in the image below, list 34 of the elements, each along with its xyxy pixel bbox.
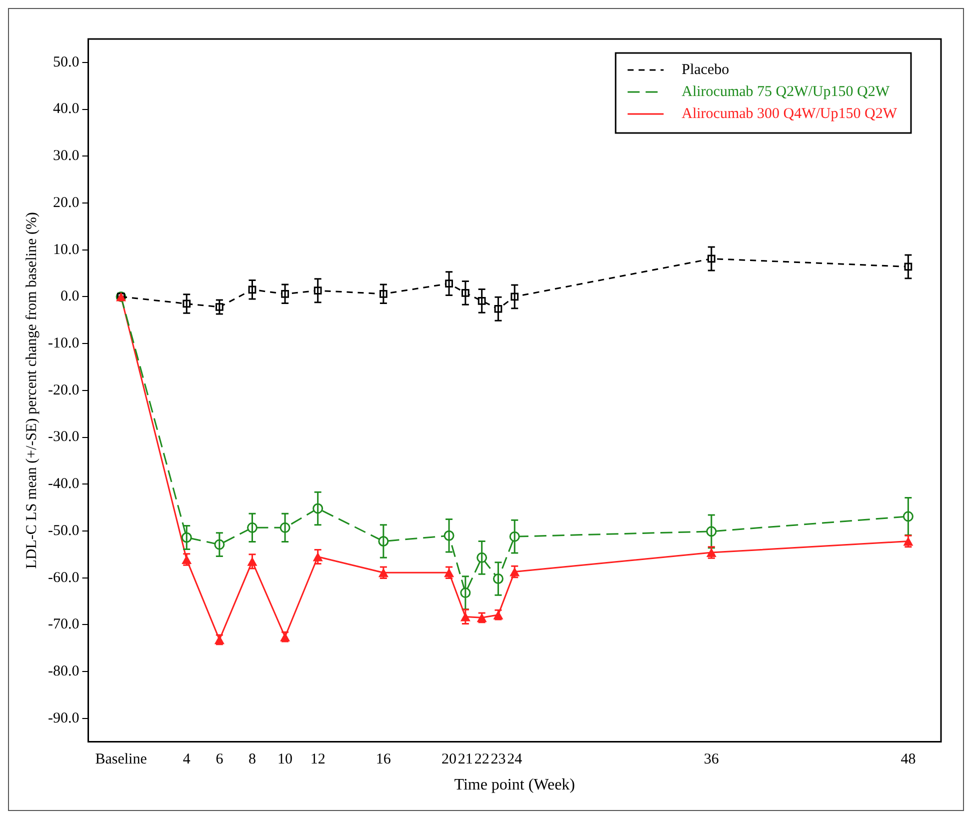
x-tick-label: 23 bbox=[490, 752, 506, 768]
y-tick-label: 40.0 bbox=[52, 101, 80, 118]
legend-label: Placebo bbox=[682, 62, 730, 78]
x-tick-label: 22 bbox=[474, 752, 490, 768]
y-tick-label: -60.0 bbox=[48, 570, 80, 586]
y-tick-label: 0.0 bbox=[60, 288, 80, 305]
x-tick-label: 24 bbox=[507, 752, 523, 768]
y-axis-title: LDL-C LS mean (+/-SE) percent change from baseline (%) bbox=[24, 212, 40, 569]
x-tick-label: 10 bbox=[278, 752, 293, 768]
y-tick-label: 20.0 bbox=[52, 194, 80, 211]
x-tick-label: 20 bbox=[442, 752, 457, 768]
x-tick-label: 16 bbox=[376, 752, 392, 768]
x-axis-title: Time point (Week) bbox=[454, 776, 576, 794]
y-tick-label: -30.0 bbox=[48, 429, 80, 446]
y-tick-label: 30.0 bbox=[52, 148, 80, 164]
x-tick-label: 48 bbox=[900, 752, 916, 768]
y-tick-label: -20.0 bbox=[48, 382, 80, 398]
x-tick-label: 6 bbox=[216, 752, 224, 768]
y-tick-label: -50.0 bbox=[48, 522, 80, 539]
y-tick-label: 50.0 bbox=[52, 54, 80, 70]
x-tick-label: 8 bbox=[248, 752, 256, 768]
y-tick-label: -70.0 bbox=[48, 616, 80, 633]
legend-label: Alirocumab 75 Q2W/Up150 Q2W bbox=[682, 84, 890, 100]
x-tick-label: 36 bbox=[704, 752, 720, 768]
y-tick-label: -10.0 bbox=[48, 335, 80, 352]
y-tick-label: -80.0 bbox=[48, 663, 80, 680]
x-tick-label: 12 bbox=[310, 752, 326, 768]
y-tick-label: 10.0 bbox=[52, 242, 80, 258]
y-tick-label: -90.0 bbox=[48, 710, 80, 726]
y-tick-label: -40.0 bbox=[48, 476, 80, 492]
x-tick-label: Baseline bbox=[95, 752, 148, 768]
x-tick-label: 21 bbox=[458, 752, 473, 768]
x-tick-label: 4 bbox=[182, 752, 191, 768]
legend-label: Alirocumab 300 Q4W/Up150 Q2W bbox=[682, 106, 898, 122]
